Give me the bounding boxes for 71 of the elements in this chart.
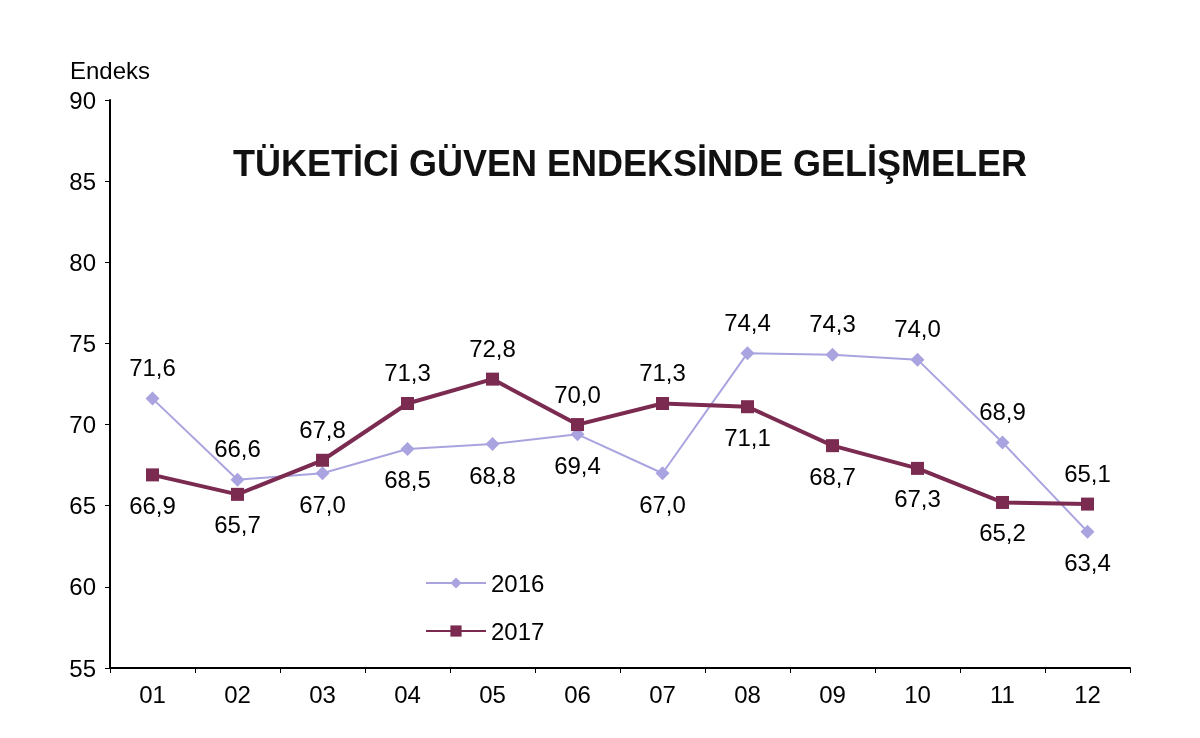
- data-label: 70,0: [554, 380, 601, 408]
- y-tick-label: 75: [69, 329, 96, 357]
- y-tick-label: 65: [69, 492, 96, 520]
- y-tick-label: 90: [69, 86, 96, 114]
- point: [910, 352, 925, 367]
- point: [316, 453, 329, 467]
- point: [741, 400, 754, 414]
- data-label: 66,6: [214, 435, 261, 463]
- point: [826, 439, 839, 453]
- data-label: 71,3: [639, 359, 686, 387]
- y-tick-label: 55: [69, 654, 96, 682]
- point: [230, 472, 245, 487]
- point: [486, 372, 499, 386]
- data-label: 68,7: [809, 462, 856, 490]
- point: [996, 495, 1009, 509]
- data-label: 74,4: [724, 308, 771, 336]
- x-tick-label: 01: [139, 680, 166, 708]
- point: [911, 461, 924, 475]
- y-tick-label: 85: [69, 167, 96, 195]
- point: [401, 396, 414, 410]
- data-label: 68,8: [469, 461, 516, 489]
- x-tick-label: 06: [564, 680, 591, 708]
- x-tick-label: 04: [394, 680, 421, 708]
- data-label: 65,1: [1064, 460, 1111, 488]
- x-tick-label: 08: [734, 680, 761, 708]
- x-tick-label: 02: [224, 680, 251, 708]
- legend-label: 2017: [491, 617, 545, 645]
- point: [655, 466, 670, 481]
- data-label: 67,3: [894, 485, 941, 513]
- x-tick-label: 10: [904, 680, 931, 708]
- point: [145, 391, 160, 406]
- data-label: 69,4: [554, 451, 601, 479]
- data-label: 71,6: [129, 354, 176, 382]
- point: [740, 346, 755, 361]
- x-tick-label: 11: [990, 680, 1015, 708]
- data-label: 67,8: [299, 416, 346, 444]
- point: [1080, 524, 1095, 539]
- data-label: 74,0: [894, 315, 941, 343]
- x-tick-label: 05: [479, 680, 506, 708]
- x-tick-label: 12: [1074, 680, 1101, 708]
- y-tick-label: 80: [69, 248, 96, 276]
- legend-label: 2016: [491, 569, 545, 597]
- data-label: 66,9: [129, 491, 176, 519]
- point: [315, 466, 330, 481]
- data-label: 63,4: [1064, 549, 1111, 577]
- point: [825, 347, 840, 362]
- data-label: 67,0: [299, 490, 346, 518]
- x-tick-label: 07: [649, 680, 676, 708]
- data-label: 67,0: [639, 490, 686, 518]
- y-axis-title: Endeks: [69, 56, 151, 84]
- point: [1081, 497, 1094, 511]
- y-tick-label: 60: [69, 573, 96, 601]
- point: [995, 435, 1010, 450]
- text: TÜKETİCİ GÜVEN ENDEKSİNDE GELİŞMELER: [232, 142, 1028, 184]
- data-label: 65,2: [979, 519, 1026, 547]
- data-label: 72,8: [469, 335, 516, 363]
- data-label: 68,9: [979, 397, 1026, 425]
- point: [571, 418, 584, 432]
- point: [400, 441, 415, 456]
- y-tick-label: 70: [69, 411, 96, 439]
- data-label: 71,3: [384, 359, 431, 387]
- point: [656, 396, 669, 410]
- point: [231, 487, 244, 501]
- point: [485, 437, 500, 452]
- x-tick-label: 03: [309, 680, 336, 708]
- data-label: 71,1: [724, 423, 771, 451]
- data-label: 65,7: [214, 511, 261, 539]
- data-label: 74,3: [809, 310, 856, 338]
- point: [146, 468, 159, 482]
- x-tick-label: 09: [819, 680, 846, 708]
- data-label: 68,5: [384, 466, 431, 494]
